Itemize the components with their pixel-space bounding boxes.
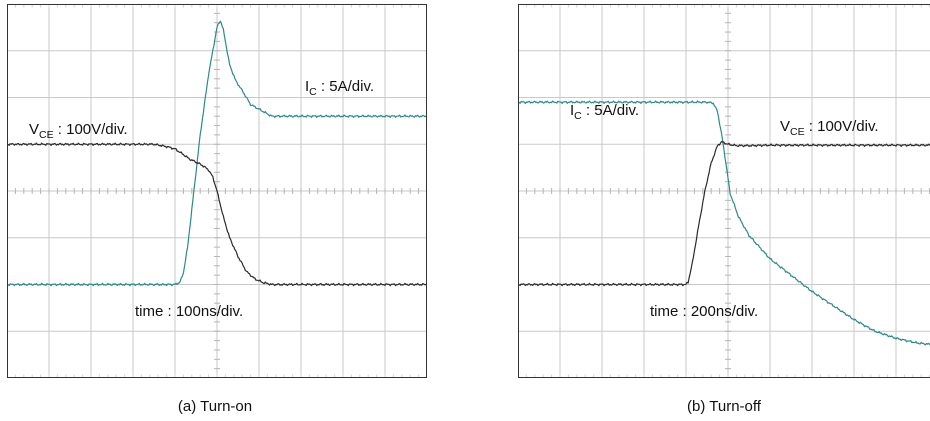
turn-on-scope-panel [7, 4, 427, 378]
turn-off-caption: (b) Turn-off [687, 398, 762, 415]
turn-on-vce-label: VCE : 100V/div. [29, 121, 128, 141]
turn-off-scope-panel [518, 4, 930, 378]
turn-off-time-label: time : 200ns/div. [650, 303, 758, 320]
turn-off-vce-label: VCE : 100V/div. [780, 118, 879, 138]
turn-off-vce-trace [518, 140, 930, 287]
turn-off-ic-trace [518, 100, 930, 346]
turn-on-ic-trace [7, 20, 427, 287]
turn-on-plot-area [7, 4, 427, 378]
turn-off-scope-frame [518, 4, 930, 378]
turn-on-time-label: time : 100ns/div. [135, 303, 243, 320]
turn-off-ic-label: IC : 5A/div. [570, 102, 639, 122]
turn-on-scope-frame [7, 4, 427, 378]
turn-on-ic-label: IC : 5A/div. [305, 78, 374, 98]
turn-off-plot-area [518, 4, 930, 378]
turn-on-vce-trace [7, 142, 427, 287]
turn-on-caption: (a) Turn-on [178, 398, 252, 415]
